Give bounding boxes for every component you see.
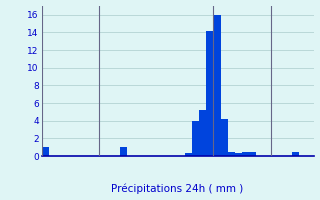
- Bar: [185, 153, 192, 156]
- Bar: [235, 153, 242, 156]
- Bar: [228, 152, 235, 156]
- Bar: [242, 152, 249, 156]
- Bar: [249, 152, 256, 156]
- Bar: [206, 31, 213, 156]
- Text: Précipitations 24h ( mm ): Précipitations 24h ( mm ): [111, 183, 244, 194]
- Bar: [292, 152, 299, 156]
- Bar: [192, 121, 199, 156]
- Bar: [213, 15, 220, 156]
- Bar: [120, 147, 127, 156]
- Bar: [220, 119, 228, 156]
- Bar: [42, 147, 49, 156]
- Bar: [199, 110, 206, 156]
